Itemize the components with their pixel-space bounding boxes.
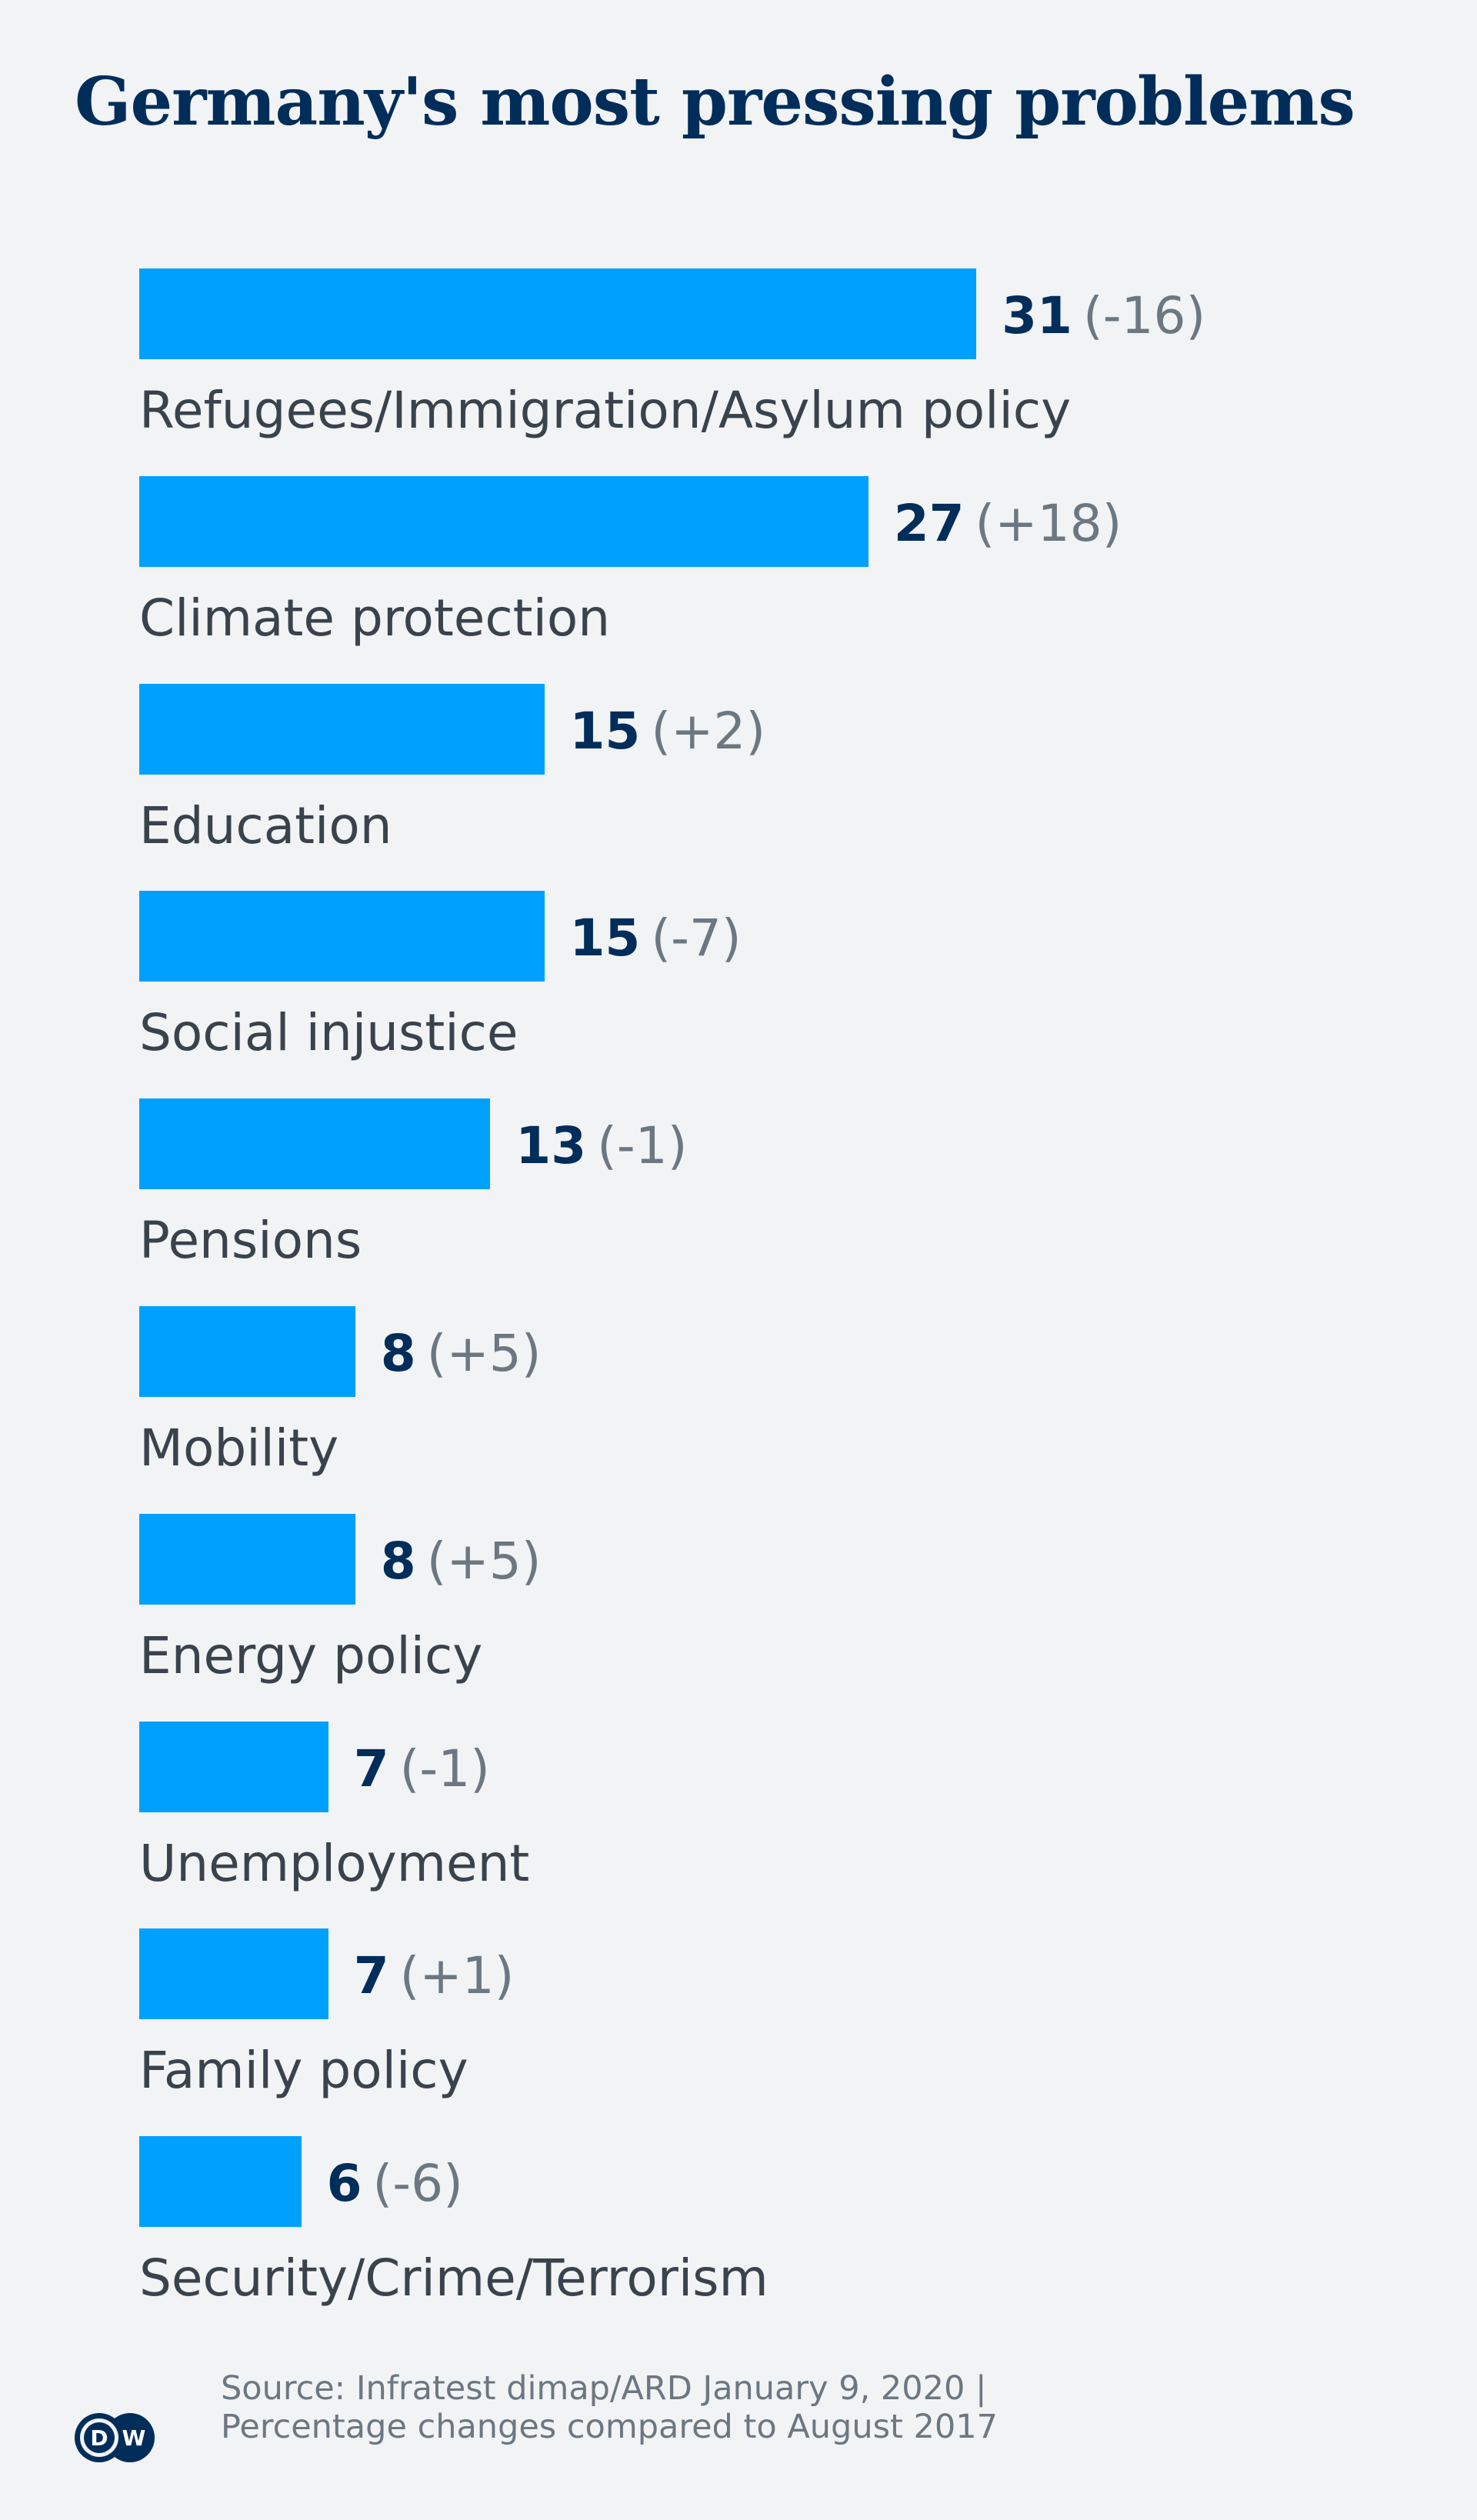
bar-value: 15: [569, 701, 641, 761]
bar-value: 13: [515, 1116, 587, 1176]
value-label: 31 (-16): [1002, 285, 1205, 347]
bar-value: 7: [353, 1946, 389, 2006]
bar: [139, 683, 545, 775]
bar-change: (+2): [651, 701, 766, 761]
bar-row: 31 (-16) Refugees/Immigration/Asylum polic…: [139, 268, 1447, 468]
bar: [139, 891, 545, 982]
bar-value: 7: [353, 1738, 389, 1798]
bar: [139, 1721, 328, 1812]
bar-row: 27 (+18) Climate protection: [139, 475, 1447, 676]
category-label: Education: [139, 795, 392, 855]
bar-value: 8: [380, 1324, 416, 1383]
value-label: 7 (+1): [354, 1945, 515, 2007]
source-note: Source: Infratest dimap/ARD January 9, 2…: [221, 2369, 998, 2446]
bar-change: (-16): [1082, 286, 1206, 345]
bar-row: 6 (-6) Security/Crime/Terrorism: [139, 2136, 1447, 2336]
bar-change: (+5): [426, 1324, 542, 1383]
category-label: Unemployment: [139, 1833, 530, 1893]
bar: [139, 475, 869, 567]
bar-row: 13 (-1) Pensions: [139, 1098, 1447, 1298]
bar-change: (-1): [399, 1738, 490, 1798]
dw-logo-icon: D W: [75, 2413, 155, 2462]
category-label: Pensions: [139, 1211, 362, 1271]
footer: D W Source: Infratest dimap/ARD January …: [0, 2369, 1477, 2500]
bar: [139, 1513, 355, 1605]
bar-value: 15: [569, 908, 641, 968]
bar-value: 6: [326, 2154, 362, 2214]
source-line-1: Source: Infratest dimap/ARD January 9, 2…: [221, 2369, 987, 2408]
bar-change: (+5): [426, 1531, 542, 1591]
bar-change: (+1): [399, 1946, 515, 2006]
source-line-2: Percentage changes compared to August 20…: [221, 2408, 998, 2446]
bar: [139, 2136, 302, 2228]
value-label: 15 (+2): [570, 701, 766, 762]
bar-row: 8 (+5) Energy policy: [139, 1513, 1447, 1714]
category-label: Mobility: [139, 1418, 339, 1478]
bar: [139, 268, 977, 359]
bar: [139, 1098, 491, 1190]
category-label: Refugees/Immigration/Asylum policy: [139, 381, 1072, 440]
category-label: Security/Crime/Terrorism: [139, 2248, 769, 2308]
bar-row: 15 (+2) Education: [139, 683, 1447, 884]
bar-row: 7 (-1) Unemployment: [139, 1721, 1447, 1922]
category-label: Social injustice: [139, 1003, 518, 1063]
bar-change: (-1): [597, 1116, 688, 1176]
bar-change: (-7): [651, 908, 742, 968]
value-label: 15 (-7): [570, 908, 742, 969]
bar-change: (+18): [975, 493, 1122, 553]
bar-value: 27: [893, 493, 965, 553]
category-label: Energy policy: [139, 1625, 483, 1685]
bar-change: (-6): [372, 2154, 463, 2214]
bar-value: 8: [380, 1531, 416, 1591]
bar-value: 31: [1002, 286, 1072, 345]
bar-row: 7 (+1) Family policy: [139, 1928, 1447, 2128]
bar-row: 8 (+5) Mobility: [139, 1306, 1447, 1506]
value-label: 6 (-6): [327, 2153, 463, 2215]
value-label: 27 (+18): [894, 493, 1122, 555]
bar: [139, 1306, 355, 1397]
value-label: 8 (+5): [381, 1531, 542, 1592]
chart-title: Germany's most pressing problems: [75, 63, 1355, 141]
bar-row: 15 (-7) Social injustice: [139, 891, 1447, 1091]
category-label: Family policy: [139, 2041, 468, 2101]
dw-logo-w: W: [122, 2425, 146, 2451]
dw-logo-d: D: [90, 2425, 108, 2451]
value-label: 13 (-1): [515, 1115, 687, 1177]
bar-chart: 31 (-16) Refugees/Immigration/Asylum polic…: [139, 268, 1447, 2308]
value-label: 8 (+5): [381, 1323, 542, 1385]
bar: [139, 1928, 328, 2020]
value-label: 7 (-1): [354, 1738, 490, 1800]
category-label: Climate protection: [139, 588, 611, 648]
